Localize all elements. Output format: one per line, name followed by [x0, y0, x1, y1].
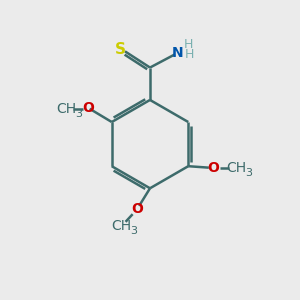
Text: O: O [207, 161, 219, 175]
Text: O: O [82, 101, 94, 115]
Text: CH: CH [57, 102, 77, 116]
Text: CH: CH [226, 161, 246, 175]
Text: H: H [185, 48, 194, 61]
Text: H: H [184, 38, 193, 51]
Text: 3: 3 [245, 168, 252, 178]
Text: O: O [131, 202, 143, 216]
Text: CH: CH [111, 219, 131, 233]
Text: 3: 3 [130, 226, 137, 236]
Text: N: N [172, 46, 183, 60]
Text: 3: 3 [76, 109, 82, 119]
Text: S: S [115, 42, 126, 57]
